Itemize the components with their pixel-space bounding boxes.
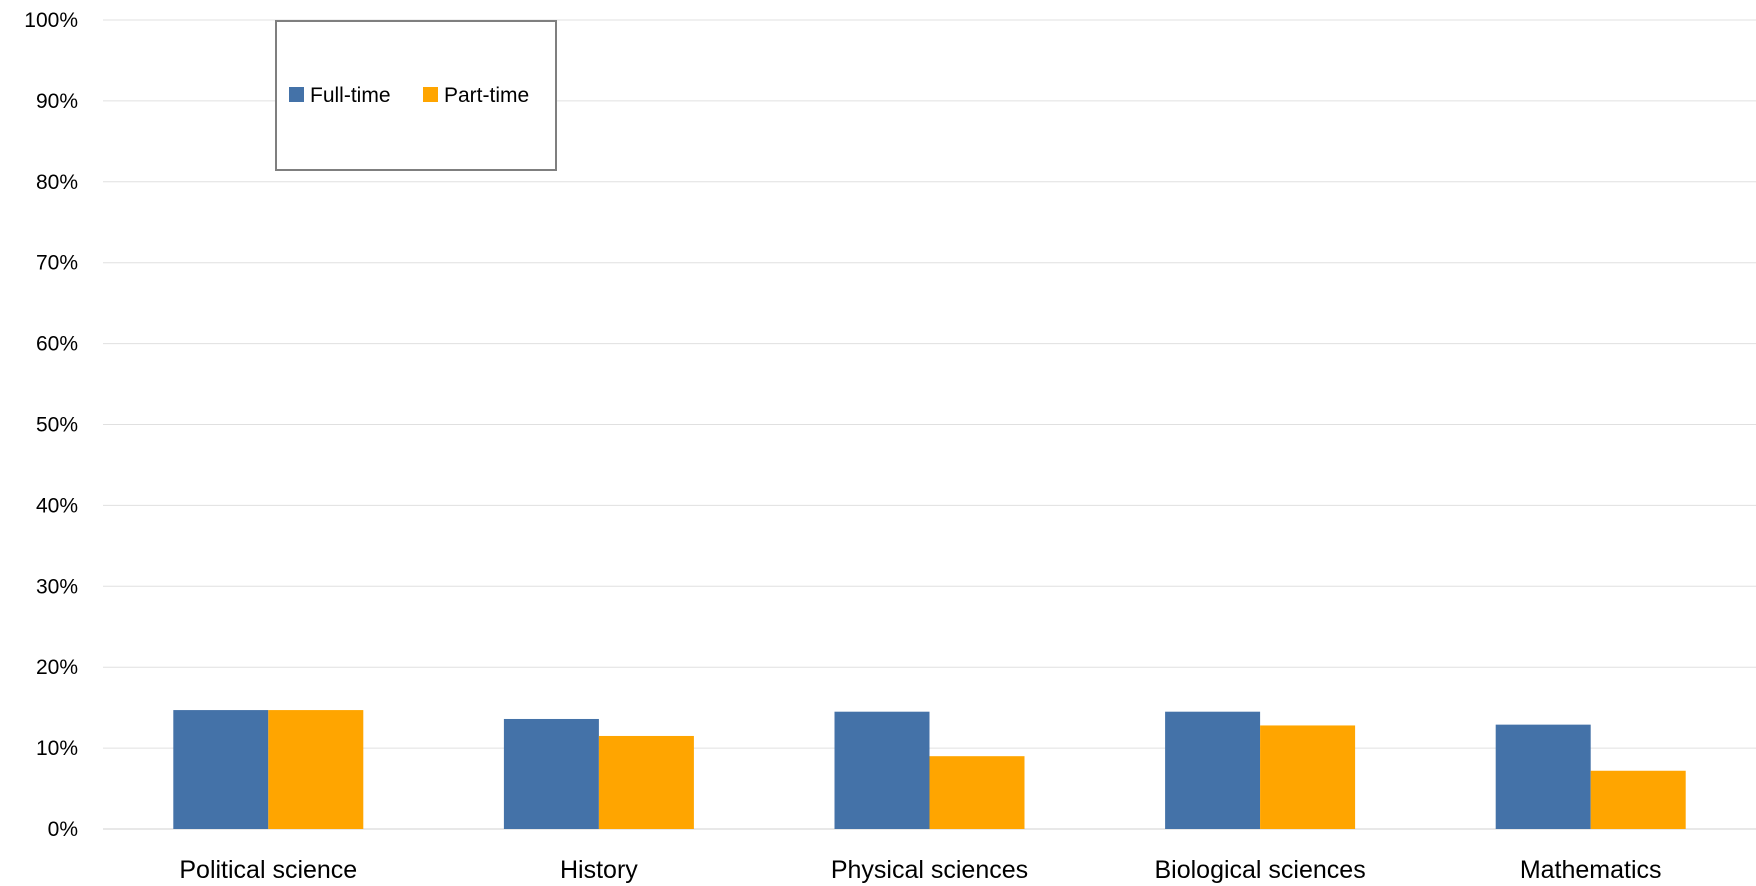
- legend: Full-time Part-time: [275, 20, 557, 171]
- y-tick-label: 50%: [36, 414, 78, 437]
- x-axis-category-labels: Political science History Physical science…: [179, 856, 1661, 884]
- y-tick-label: 80%: [36, 171, 78, 194]
- legend-box: [275, 20, 557, 171]
- y-tick-label: 60%: [36, 333, 78, 356]
- bar-part-time: [268, 710, 364, 829]
- y-tick-label: 30%: [36, 575, 78, 598]
- bar-full-time: [1165, 711, 1261, 829]
- bars: [173, 710, 1686, 829]
- bar-full-time: [834, 711, 930, 829]
- y-tick-label: 90%: [36, 90, 78, 113]
- x-category-label: History: [560, 856, 638, 884]
- legend-label-part-time: Part-time: [444, 84, 529, 107]
- legend-swatch-part-time: [423, 87, 438, 102]
- legend-swatch-full-time: [289, 87, 304, 102]
- y-axis-tick-labels: 0% 10% 20% 30% 40% 50% 60% 70% 80% 90% 100%: [24, 9, 78, 841]
- legend-label-full-time: Full-time: [310, 84, 391, 107]
- bar-full-time: [503, 718, 599, 829]
- bar-part-time: [1260, 725, 1356, 829]
- x-category-label: Mathematics: [1520, 856, 1662, 884]
- x-category-label: Biological sciences: [1154, 856, 1365, 884]
- x-category-label: Political science: [179, 856, 357, 884]
- x-category-label: Physical sciences: [831, 856, 1028, 884]
- bar-part-time: [929, 756, 1025, 829]
- y-tick-label: 100%: [24, 9, 78, 32]
- y-tick-label: 10%: [36, 737, 78, 760]
- bar-part-time: [1590, 770, 1686, 829]
- y-tick-label: 20%: [36, 656, 78, 679]
- bar-full-time: [173, 710, 269, 829]
- y-tick-label: 40%: [36, 494, 78, 517]
- bar-part-time: [598, 735, 694, 829]
- y-tick-label: 0%: [48, 818, 78, 841]
- y-tick-label: 70%: [36, 252, 78, 275]
- bar-full-time: [1495, 724, 1591, 829]
